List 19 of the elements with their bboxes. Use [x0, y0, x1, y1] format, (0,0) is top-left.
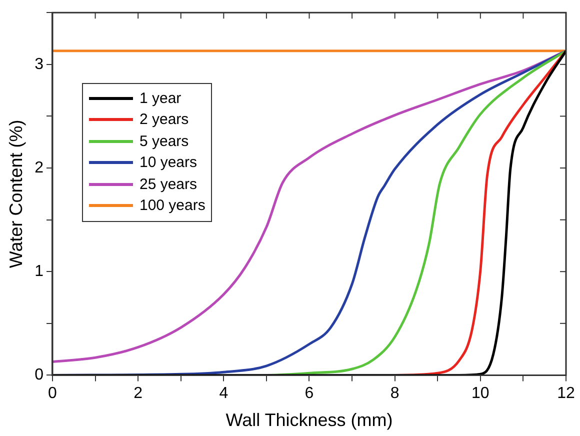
y-tick-label: 0: [34, 366, 44, 384]
legend-label: 5 years: [139, 132, 189, 152]
legend-label: 10 years: [139, 153, 198, 174]
y-tick-label: 1: [34, 263, 44, 280]
legend-label: 2 years: [139, 110, 189, 130]
x-axis-title: Wall Thickness (mm): [226, 410, 393, 430]
legend-label: 25 years: [139, 174, 198, 195]
y-tick-label: 3: [34, 56, 44, 73]
x-tick-label: 8: [390, 385, 400, 402]
x-tick-label: 6: [304, 385, 314, 402]
x-tick-label: 2: [134, 385, 143, 402]
y-tick-label: 2: [34, 159, 44, 176]
legend-label: 100 years: [139, 196, 206, 216]
x-tick-label: 0: [48, 385, 58, 402]
x-tick-label: 12: [557, 385, 575, 402]
legend-label: 1 year: [139, 88, 182, 109]
x-tick-label: 4: [219, 385, 228, 402]
x-tick-label: 10: [472, 385, 490, 402]
y-axis-title: Water Content (%): [6, 120, 26, 268]
